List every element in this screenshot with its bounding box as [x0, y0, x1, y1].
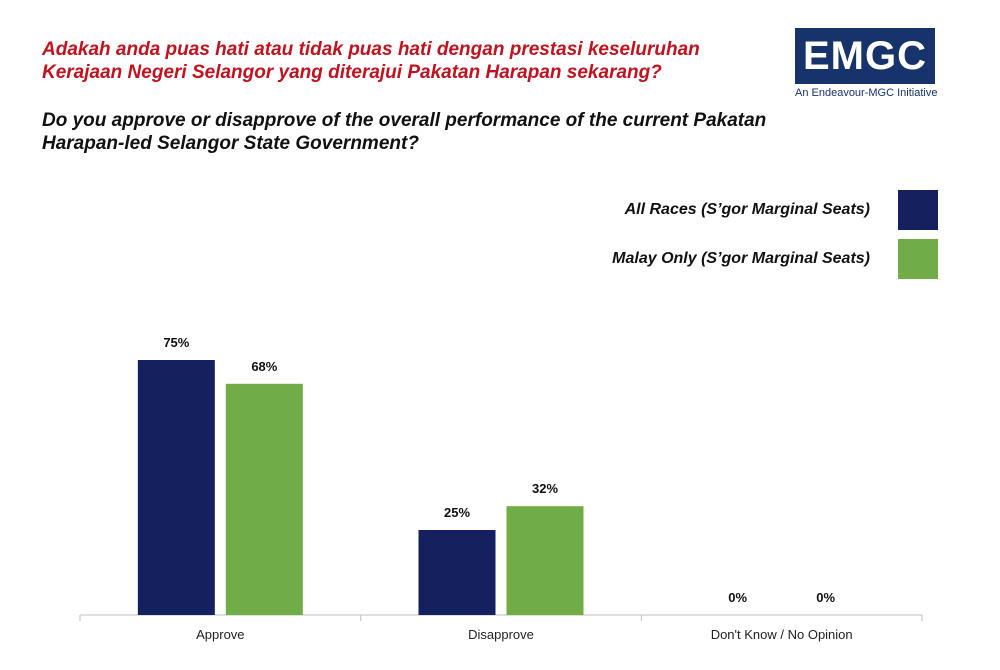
- data-label-all-races-disapprove: 25%: [444, 505, 470, 520]
- bar-malay-only-approve: [225, 383, 303, 615]
- data-label-malay-only-disapprove: 32%: [532, 481, 558, 496]
- category-label-don-t-know-no-opinion: Don't Know / No Opinion: [711, 627, 853, 642]
- legend-item-all-races: All Races (S’gor Marginal Seats): [612, 190, 938, 230]
- legend-item-malay-only: Malay Only (S’gor Marginal Seats): [612, 239, 938, 279]
- question-title-english: Do you approve or disapprove of the over…: [42, 110, 767, 154]
- category-label-disapprove: Disapprove: [468, 627, 534, 642]
- data-label-malay-only-approve: 68%: [251, 359, 277, 374]
- legend-swatch-all-races: [898, 190, 938, 230]
- emgc-logo: EMGC An Endeavour-MGC Initiative: [795, 28, 938, 99]
- bar-all-races-approve: [137, 360, 215, 615]
- question-title-malay: Adakah anda puas hati atau tidak puas ha…: [42, 39, 700, 83]
- legend-label-all-races: All Races (S’gor Marginal Seats): [624, 201, 870, 218]
- bar-malay-only-disapprove: [506, 506, 584, 615]
- legend-label-malay-only: Malay Only (S’gor Marginal Seats): [612, 250, 870, 267]
- category-label-approve: Approve: [196, 627, 244, 642]
- data-label-malay-only-don-t-know-no-opinion: 0%: [816, 590, 835, 605]
- bar-all-races-disapprove: [418, 530, 496, 615]
- legend-swatch-malay-only: [898, 239, 938, 279]
- logo-subtitle: An Endeavour-MGC Initiative: [795, 87, 938, 99]
- data-label-all-races-approve: 75%: [163, 335, 189, 350]
- logo-mark: EMGC: [795, 28, 935, 84]
- data-label-all-races-don-t-know-no-opinion: 0%: [728, 590, 747, 605]
- chart-legend: All Races (S’gor Marginal Seats) Malay O…: [612, 190, 938, 288]
